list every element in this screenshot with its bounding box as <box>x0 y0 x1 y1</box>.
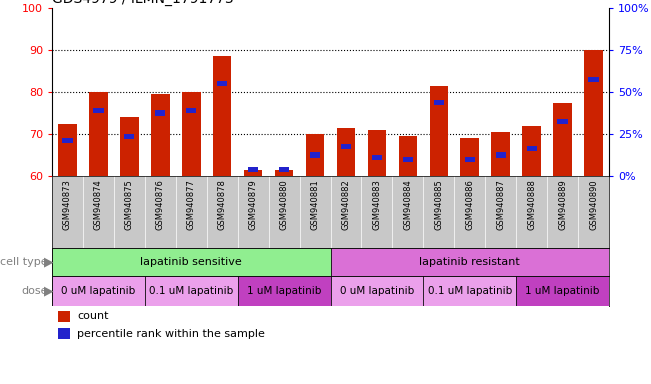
Text: GSM940890: GSM940890 <box>589 180 598 230</box>
Bar <box>516 276 609 306</box>
Text: 0.1 uM lapatinib: 0.1 uM lapatinib <box>149 286 233 296</box>
Text: GSM940882: GSM940882 <box>342 180 350 230</box>
Bar <box>341 144 351 149</box>
Text: GSM940886: GSM940886 <box>465 180 474 230</box>
Bar <box>331 248 609 276</box>
Bar <box>89 92 107 176</box>
Bar <box>522 126 541 176</box>
Text: cell type: cell type <box>1 257 48 267</box>
Text: count: count <box>77 311 109 321</box>
Text: lapatinib resistant: lapatinib resistant <box>419 257 520 267</box>
Text: percentile rank within the sample: percentile rank within the sample <box>77 329 265 339</box>
Bar <box>145 276 238 306</box>
Bar <box>434 100 444 105</box>
Text: GSM940874: GSM940874 <box>94 180 103 230</box>
Bar <box>217 81 227 86</box>
Text: GSM940877: GSM940877 <box>187 180 196 230</box>
Bar <box>527 146 536 151</box>
Bar <box>553 103 572 176</box>
Bar <box>492 132 510 176</box>
Text: lapatinib sensitive: lapatinib sensitive <box>141 257 242 267</box>
Text: GSM940883: GSM940883 <box>372 180 381 230</box>
Bar <box>244 170 262 176</box>
Text: dose: dose <box>21 286 48 296</box>
Text: 0 uM lapatinib: 0 uM lapatinib <box>340 286 414 296</box>
Bar <box>403 157 413 162</box>
Bar <box>430 86 448 176</box>
Bar <box>584 50 603 176</box>
Bar <box>186 108 197 113</box>
Bar <box>57 328 70 339</box>
Text: GSM940880: GSM940880 <box>279 180 288 230</box>
Text: GSM940873: GSM940873 <box>63 180 72 230</box>
Text: 1 uM lapatinib: 1 uM lapatinib <box>247 286 322 296</box>
Bar <box>368 130 386 176</box>
Bar <box>310 152 320 157</box>
Text: GSM940876: GSM940876 <box>156 180 165 230</box>
Bar <box>151 94 170 176</box>
Text: ▶: ▶ <box>44 255 53 268</box>
Bar <box>460 138 479 176</box>
Text: GSM940879: GSM940879 <box>249 180 258 230</box>
Bar <box>52 248 331 276</box>
Bar <box>62 138 72 143</box>
Bar <box>248 167 258 172</box>
Text: 0 uM lapatinib: 0 uM lapatinib <box>61 286 135 296</box>
Text: GSM940875: GSM940875 <box>125 180 134 230</box>
Bar <box>238 276 331 306</box>
Text: GSM940888: GSM940888 <box>527 180 536 230</box>
Bar <box>93 108 104 113</box>
Bar <box>57 311 70 322</box>
Bar <box>120 117 139 176</box>
Bar <box>465 157 475 162</box>
Text: GSM940887: GSM940887 <box>496 180 505 230</box>
Text: GSM940878: GSM940878 <box>217 180 227 230</box>
Bar <box>279 167 289 172</box>
Bar <box>331 276 423 306</box>
Bar <box>182 92 201 176</box>
Bar <box>52 276 145 306</box>
Text: 0.1 uM lapatinib: 0.1 uM lapatinib <box>428 286 512 296</box>
Bar <box>372 155 382 160</box>
Bar <box>557 119 568 124</box>
Bar <box>495 152 506 157</box>
Bar <box>124 134 135 139</box>
Bar <box>423 276 516 306</box>
Text: GSM940884: GSM940884 <box>404 180 412 230</box>
Text: GDS4979 / ILMN_1791773: GDS4979 / ILMN_1791773 <box>52 0 234 6</box>
Text: GSM940885: GSM940885 <box>434 180 443 230</box>
Text: ▶: ▶ <box>44 285 53 298</box>
Bar <box>213 56 232 176</box>
Bar <box>398 136 417 176</box>
Text: GSM940881: GSM940881 <box>311 180 320 230</box>
Bar <box>155 111 165 116</box>
Bar <box>589 77 599 82</box>
Bar <box>337 128 355 176</box>
Bar <box>275 170 294 176</box>
Bar <box>58 124 77 176</box>
Text: GSM940889: GSM940889 <box>558 180 567 230</box>
Bar <box>306 134 324 176</box>
Text: 1 uM lapatinib: 1 uM lapatinib <box>525 286 600 296</box>
